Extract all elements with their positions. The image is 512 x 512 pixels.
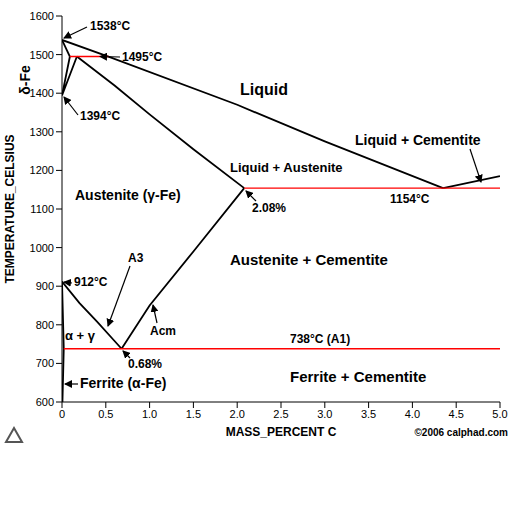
svg-text:1.0: 1.0 — [142, 408, 157, 420]
svg-text:1.5: 1.5 — [186, 408, 201, 420]
svg-text:MASS_PERCENT C: MASS_PERCENT C — [226, 425, 337, 439]
svg-text:1538°C: 1538°C — [90, 19, 130, 33]
svg-text:5.0: 5.0 — [492, 408, 504, 420]
svg-text:912°C: 912°C — [74, 275, 108, 289]
svg-text:4.5: 4.5 — [449, 408, 464, 420]
svg-text:Acm: Acm — [150, 324, 176, 338]
svg-text:TEMPERATURE_CELSIUS: TEMPERATURE_CELSIUS — [8, 134, 17, 283]
svg-text:1300: 1300 — [30, 126, 54, 138]
svg-text:700: 700 — [36, 357, 54, 369]
svg-text:1394°C: 1394°C — [80, 109, 120, 123]
svg-text:1600: 1600 — [30, 10, 54, 22]
svg-text:α + γ: α + γ — [65, 328, 96, 343]
svg-text:800: 800 — [36, 319, 54, 331]
svg-text:A3: A3 — [128, 251, 144, 265]
svg-text:Austenite + Cementite: Austenite + Cementite — [230, 251, 388, 268]
svg-text:Austenite (γ-Fe): Austenite (γ-Fe) — [75, 187, 181, 203]
svg-text:3.0: 3.0 — [317, 408, 332, 420]
svg-text:0.5: 0.5 — [98, 408, 113, 420]
svg-text:Liquid + Austenite: Liquid + Austenite — [230, 160, 343, 175]
svg-text:0.68%: 0.68% — [128, 357, 162, 371]
svg-text:738°C (A1): 738°C (A1) — [290, 332, 350, 346]
svg-text:2.5: 2.5 — [273, 408, 288, 420]
svg-text:2.0: 2.0 — [230, 408, 245, 420]
svg-text:1400: 1400 — [30, 87, 54, 99]
svg-text:1154°C: 1154°C — [390, 192, 430, 206]
svg-text:3.5: 3.5 — [361, 408, 376, 420]
svg-text:1500: 1500 — [30, 49, 54, 61]
svg-text:4.0: 4.0 — [405, 408, 420, 420]
svg-text:1000: 1000 — [30, 242, 54, 254]
svg-text:Liquid: Liquid — [240, 81, 288, 98]
svg-text:Ferrite + Cementite: Ferrite + Cementite — [290, 368, 426, 385]
svg-text:2.08%: 2.08% — [252, 201, 286, 215]
svg-text:600: 600 — [36, 396, 54, 408]
svg-text:©2006 calphad.com: ©2006 calphad.com — [414, 427, 504, 438]
svg-text:1100: 1100 — [30, 203, 54, 215]
svg-text:1200: 1200 — [30, 164, 54, 176]
svg-text:Liquid + Cementite: Liquid + Cementite — [355, 132, 481, 148]
svg-text:Ferrite (α-Fe): Ferrite (α-Fe) — [80, 375, 166, 391]
svg-text:1495°C: 1495°C — [122, 50, 162, 64]
svg-text:0: 0 — [59, 408, 65, 420]
svg-text:900: 900 — [36, 280, 54, 292]
svg-text:δ-Fe: δ-Fe — [17, 65, 33, 95]
